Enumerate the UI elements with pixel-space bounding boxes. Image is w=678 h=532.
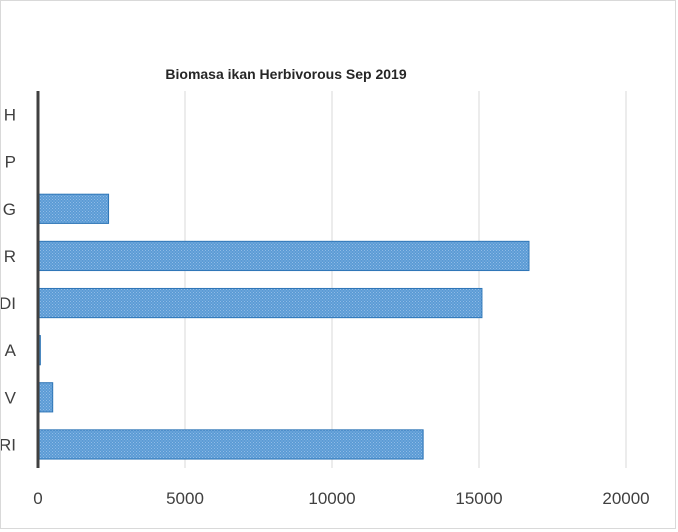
- category-label: RI: [1, 435, 16, 454]
- category-label: DI: [1, 294, 16, 313]
- x-tick-label: 10000: [308, 489, 355, 508]
- gridlines: [184, 91, 627, 468]
- bar-di: [37, 287, 483, 319]
- x-tick-labels: 0 5000 10000 15000 20000: [33, 489, 649, 508]
- bar-v: [37, 382, 54, 413]
- bar-ri: [37, 429, 424, 460]
- category-label: P: [5, 153, 16, 172]
- x-tick-label: 5000: [166, 489, 204, 508]
- category-label: R: [4, 247, 16, 266]
- category-label: H: [4, 106, 16, 125]
- x-tick-label: 20000: [602, 489, 649, 508]
- chart-title: Biomasa ikan Herbivorous Sep 2019: [165, 66, 406, 82]
- bar-r: [37, 240, 530, 272]
- category-label: A: [5, 341, 17, 360]
- x-tick-label: 0: [33, 489, 42, 508]
- x-tick-label: 15000: [455, 489, 502, 508]
- category-label: G: [3, 200, 16, 219]
- category-labels: H P G R DI A V RI: [1, 106, 17, 455]
- bar-g: [37, 193, 110, 224]
- bars: [37, 193, 530, 460]
- category-label: V: [5, 388, 17, 407]
